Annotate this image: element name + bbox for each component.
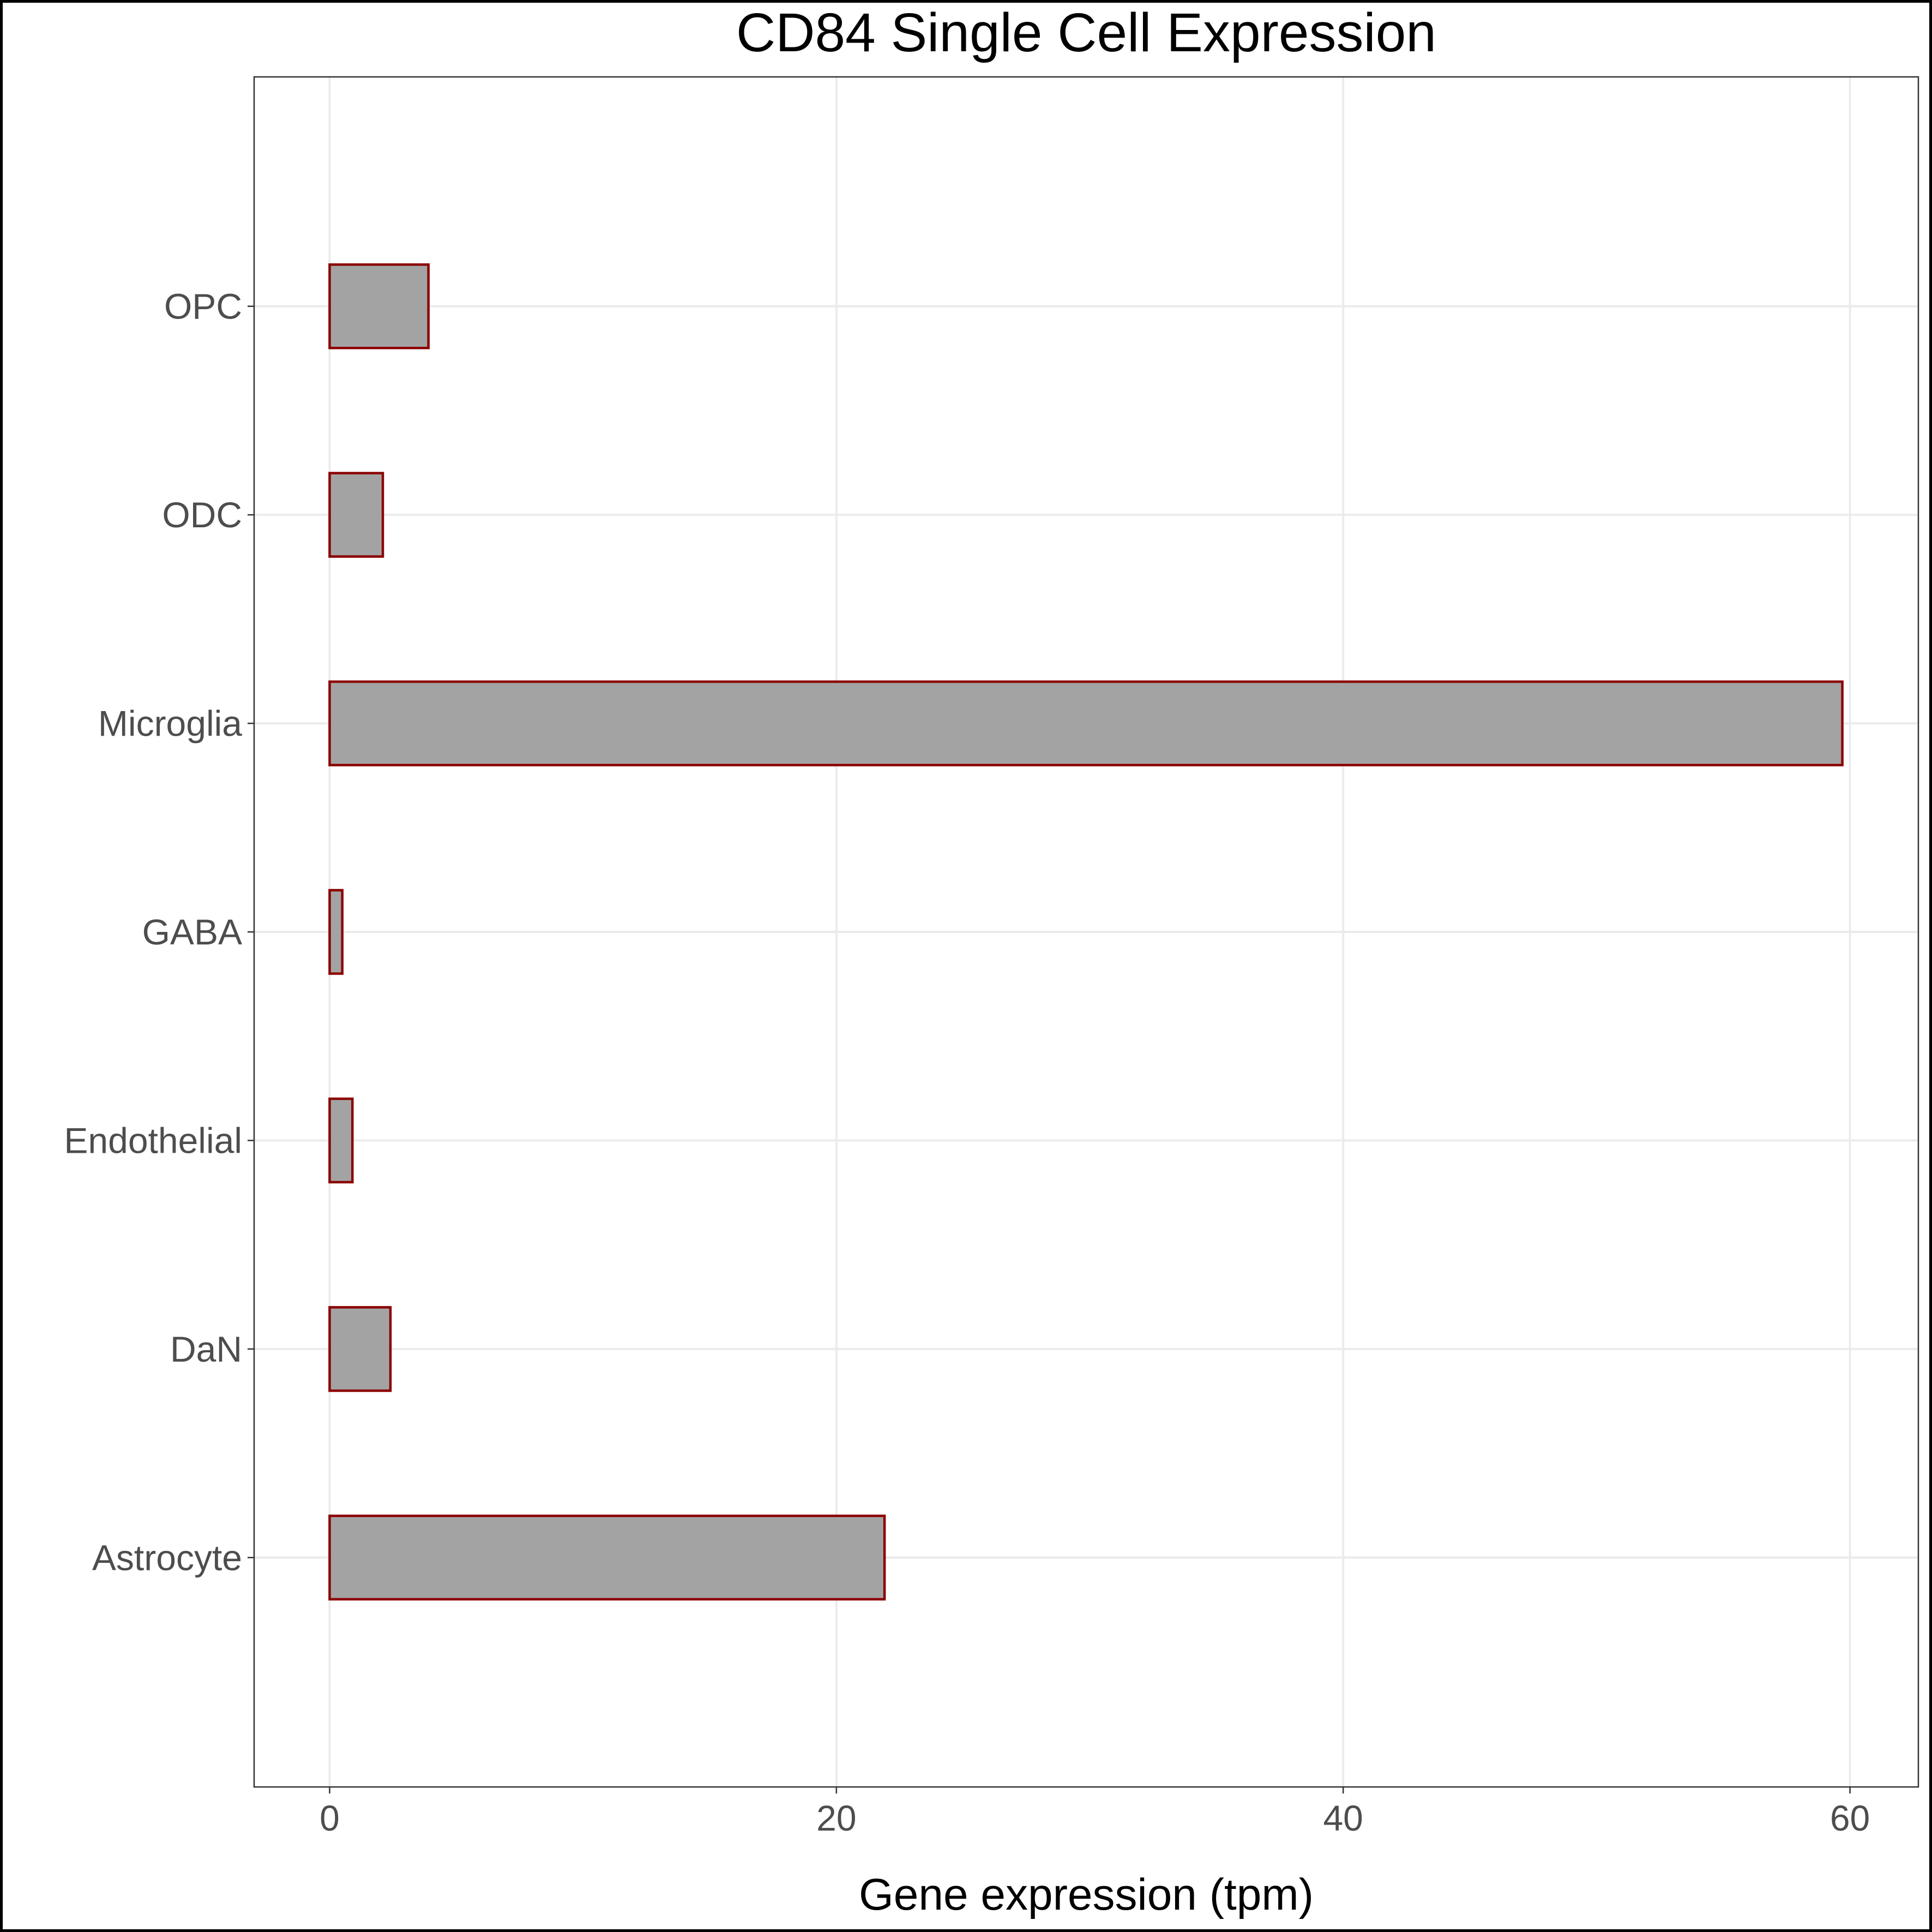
y-tick-label-endothelial: Endothelial	[64, 1120, 242, 1160]
x-axis: 0 20 40 60	[320, 1787, 1870, 1838]
bar-gaba	[328, 889, 344, 975]
y-tick-label-opc: OPC	[164, 286, 242, 327]
x-tick-label-0: 0	[320, 1798, 340, 1838]
bar-microglia	[328, 680, 1844, 767]
y-tick-label-astrocyte: Astrocyte	[92, 1537, 242, 1578]
bar-endothelial	[328, 1097, 354, 1184]
bar-astrocyte	[328, 1514, 886, 1601]
x-tick-label-40: 40	[1323, 1798, 1363, 1838]
y-tick-label-microglia: Microglia	[98, 703, 242, 744]
bar-opc	[328, 263, 430, 350]
bar-odc	[328, 472, 384, 558]
x-tick-label-20: 20	[816, 1798, 856, 1838]
x-tick-label-60: 60	[1830, 1798, 1870, 1838]
y-tick-label-dan: DaN	[170, 1329, 242, 1369]
y-tick-label-odc: ODC	[162, 495, 242, 535]
chart-title: CD84 Single Cell Expression	[736, 2, 1436, 63]
y-axis: Astrocyte DaN Endothelial GABA Microglia ODC O…	[64, 286, 254, 1578]
bar-dan	[328, 1306, 392, 1392]
x-axis-title: Gene expression (tpm)	[859, 1870, 1314, 1919]
y-tick-label-gaba: GABA	[142, 912, 242, 952]
bars	[328, 263, 1844, 1601]
